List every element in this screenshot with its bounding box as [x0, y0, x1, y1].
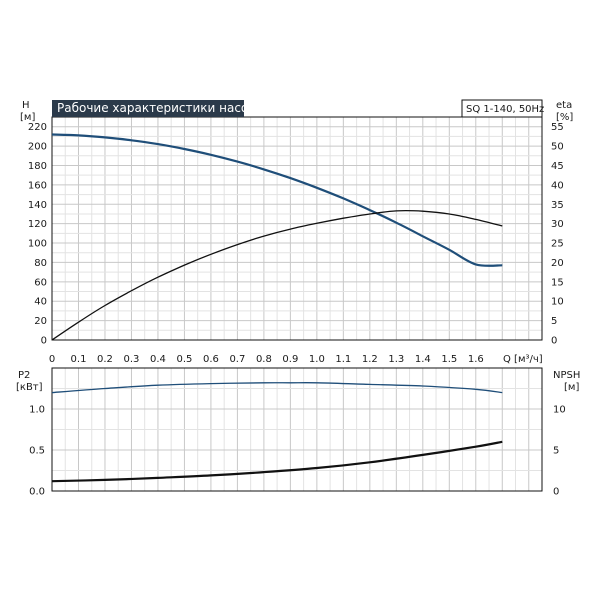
power-tick-label: 1.0	[29, 405, 45, 416]
npsh-tick-label: 10	[553, 405, 566, 416]
head-tick-label: 40	[34, 297, 47, 308]
flow-axis-label: Q [м³/ч]	[503, 354, 543, 365]
efficiency-tick-label: 35	[551, 200, 564, 211]
head-tick-label: 20	[34, 316, 47, 327]
power-axis-unit: [кВт]	[16, 382, 43, 393]
npsh-axis-unit: [м]	[564, 382, 579, 393]
power-npsh-plot-frame	[51, 367, 543, 492]
chart-title-box	[52, 100, 244, 117]
power-npsh-series	[51, 382, 503, 483]
efficiency-tick-label: 0	[551, 336, 557, 347]
efficiency-tick-label: 15	[551, 277, 564, 288]
efficiency-axis-label: eta	[556, 100, 572, 111]
efficiency-tick-label: 5	[551, 316, 557, 327]
head-tick-labels: 0 20 40 60 80 100 120 140 160 180 200 220	[28, 122, 47, 346]
efficiency-tick-label: 30	[551, 219, 564, 230]
efficiency-tick-label: 55	[551, 122, 564, 133]
head-tick-label: 60	[34, 277, 47, 288]
power-tick-labels: 0.0 0.5 1.0	[29, 405, 45, 498]
flow-tick-label: 1.1	[335, 354, 351, 365]
model-label-box	[461, 99, 543, 118]
flow-tick-label: 0.7	[229, 354, 245, 365]
flow-tick-label: 0	[49, 354, 55, 365]
head-axis-label: H	[22, 100, 30, 111]
performance-grid	[51, 117, 543, 341]
flow-tick-label: 1.3	[388, 354, 404, 365]
flow-tick-label: 0.6	[203, 354, 219, 365]
flow-tick-label: 1.5	[441, 354, 457, 365]
performance-series	[51, 133, 503, 341]
head-tick-label: 80	[34, 258, 47, 269]
power-tick-label: 0.5	[29, 446, 45, 457]
flow-tick-label: 0.2	[97, 354, 113, 365]
npsh-tick-labels: 0 5 10	[553, 405, 566, 498]
flow-tick-label: 1.6	[468, 354, 484, 365]
flow-tick-label: 1.4	[415, 354, 431, 365]
head-tick-label: 220	[28, 122, 47, 133]
efficiency-tick-label: 50	[551, 142, 564, 153]
flow-tick-labels: 0 0.1 0.2 0.3 0.4 0.5 0.6 0.7 0.8 0.9 1.0 1.1 1.2 1.3…	[49, 354, 484, 365]
flow-tick-label: 0.1	[71, 354, 87, 365]
flow-tick-label: 0.5	[176, 354, 192, 365]
head-tick-label: 180	[28, 161, 47, 172]
npsh-curve	[51, 440, 503, 483]
head-axis-unit: [м]	[20, 112, 35, 123]
power-curve	[51, 382, 503, 394]
performance-plot-frame	[51, 116, 543, 341]
performance-panel: Рабочие характеристики насоса SQ 1-140, …	[20, 99, 573, 365]
efficiency-tick-label: 10	[551, 297, 564, 308]
npsh-tick-label: 5	[553, 446, 559, 457]
head-tick-label: 120	[28, 219, 47, 230]
chart-title: Рабочие характеристики насоса	[57, 101, 262, 115]
flow-tick-label: 0.8	[256, 354, 272, 365]
npsh-axis-label: NPSH	[553, 370, 580, 381]
flow-tick-label: 1.2	[362, 354, 378, 365]
efficiency-tick-labels: 0 5 10 15 20 25 30 35 40 45 50 55	[551, 122, 564, 346]
flow-tick-label: 0.9	[282, 354, 298, 365]
power-npsh-grid	[51, 367, 543, 492]
head-tick-label: 100	[28, 239, 47, 250]
efficiency-curve	[51, 209, 503, 341]
head-tick-label: 0	[41, 336, 47, 347]
npsh-tick-label: 0	[553, 487, 559, 498]
flow-tick-label: 0.4	[150, 354, 166, 365]
efficiency-tick-label: 40	[551, 180, 564, 191]
power-axis-label: P2	[18, 370, 30, 381]
efficiency-tick-label: 45	[551, 161, 564, 172]
head-tick-label: 160	[28, 180, 47, 191]
model-label: SQ 1-140, 50Hz	[466, 104, 544, 115]
efficiency-tick-label: 20	[551, 258, 564, 269]
efficiency-tick-label: 25	[551, 239, 564, 250]
flow-tick-label: 1.0	[309, 354, 325, 365]
head-curve	[51, 133, 503, 267]
efficiency-axis-unit: [%]	[556, 112, 573, 123]
flow-tick-label: 0.3	[124, 354, 140, 365]
power-tick-label: 0.0	[29, 487, 45, 498]
power-npsh-panel: 0.0 0.5 1.0 0 5 10 P2 [кВт] NPSH [м]	[16, 367, 580, 498]
head-tick-label: 200	[28, 142, 47, 153]
head-tick-label: 140	[28, 200, 47, 211]
